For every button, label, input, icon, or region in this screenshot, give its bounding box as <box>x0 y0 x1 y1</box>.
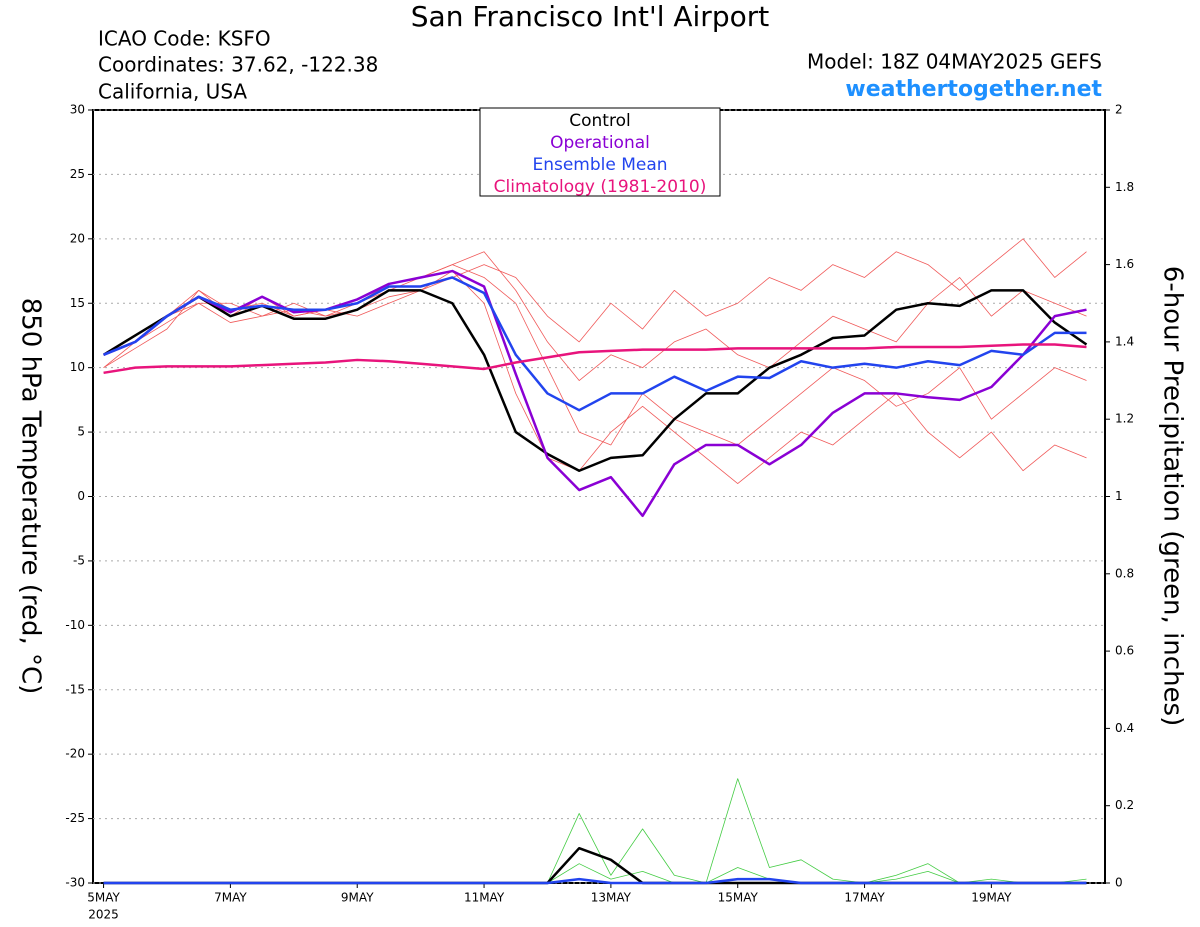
y2-axis-label: 6-hour Precipitation (green, inches) <box>1158 266 1188 726</box>
series-line <box>102 289 1088 472</box>
y2-tick-label: 0.2 <box>1115 798 1134 812</box>
y2-tick-label: 0.6 <box>1115 644 1134 658</box>
y2-tick-label: 1.2 <box>1115 412 1134 426</box>
model-label: Model: 18Z 04MAY2025 GEFS <box>807 50 1102 74</box>
y2-tick-label: 1.8 <box>1115 180 1134 194</box>
site-label: weathertogether.net <box>845 77 1102 102</box>
x-tick-label: 9MAY <box>341 891 374 905</box>
legend-entry: Control <box>569 111 630 131</box>
series-line <box>103 343 1087 375</box>
x-tick-label: 17MAY <box>844 891 885 905</box>
legend-entry: Climatology (1981-2010) <box>494 177 707 197</box>
series-line <box>103 276 1087 412</box>
y2-tick-label: 0.4 <box>1115 721 1134 735</box>
y2-tick-label: 2 <box>1115 103 1123 117</box>
series-line <box>103 238 1087 368</box>
y-axis-label: 850 hPa Temperature (red, °C) <box>16 298 46 695</box>
y-tick-label: -5 <box>73 553 85 567</box>
y2-tick-label: 1.4 <box>1115 334 1134 348</box>
y-tick-label: -25 <box>65 811 85 825</box>
y-tick-label: 10 <box>70 360 85 374</box>
y-tick-label: -10 <box>65 618 85 632</box>
y2-tick-label: 1 <box>1115 489 1123 503</box>
y-tick-label: -20 <box>65 747 85 761</box>
info-line: California, USA <box>98 80 247 104</box>
x-tick-label: 5MAY <box>87 891 120 905</box>
x-tick-label: 13MAY <box>591 891 632 905</box>
y-tick-label: 15 <box>70 296 85 310</box>
y-tick-label: -30 <box>65 876 85 890</box>
series-line <box>103 251 1087 381</box>
y-tick-label: 0 <box>77 489 85 503</box>
x-tick-label: 7MAY <box>214 891 247 905</box>
y2-tick-label: 0.8 <box>1115 566 1134 580</box>
info-line: Coordinates: 37.62, -122.38 <box>98 53 378 77</box>
y-tick-label: -15 <box>65 682 85 696</box>
x-tick-label: 15MAY <box>718 891 759 905</box>
x-tick-label: 19MAY <box>971 891 1012 905</box>
y-tick-label: 25 <box>70 167 85 181</box>
y-tick-label: 30 <box>70 103 85 117</box>
x-tick-label: 11MAY <box>464 891 505 905</box>
y2-tick-label: 1.6 <box>1115 257 1134 271</box>
info-line: ICAO Code: KSFO <box>98 27 271 51</box>
legend-entry: Operational <box>550 133 650 153</box>
series-line <box>103 877 1087 885</box>
y-tick-label: 5 <box>77 425 85 439</box>
y-tick-label: 20 <box>70 231 85 245</box>
series-line <box>103 269 1087 518</box>
year-label: 2025 <box>88 908 119 922</box>
y2-tick-label: 0 <box>1115 876 1123 890</box>
legend-entry: Ensemble Mean <box>532 155 667 175</box>
legend-box <box>479 107 721 197</box>
chart-title: San Francisco Int'l Airport <box>411 0 769 33</box>
